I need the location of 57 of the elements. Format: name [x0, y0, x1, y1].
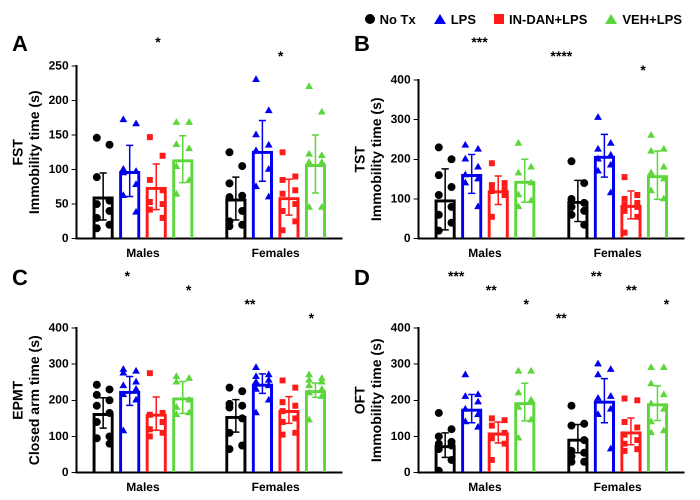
y-tick-label: 50 [55, 196, 69, 210]
y-tick-label: 0 [404, 464, 411, 479]
text: ** [486, 282, 498, 298]
x-tick-label: Females [594, 480, 642, 494]
y-tick-label: 200 [48, 392, 69, 407]
x-tick-label: Females [594, 246, 642, 260]
y-tick-label: 300 [390, 112, 411, 126]
text: * [640, 62, 646, 78]
text: *** [448, 268, 465, 284]
chart-title: B [354, 31, 370, 56]
x-tick-label: Males [468, 480, 502, 494]
text: ** [590, 268, 602, 284]
text: *** [471, 34, 488, 50]
y-tick-label: 150 [48, 127, 69, 142]
y-tick-label: 100 [48, 428, 69, 443]
x-tick-label: Males [468, 246, 502, 260]
text: * [186, 282, 192, 298]
y-tick-label: 100 [390, 428, 411, 443]
x-tick-label: Females [252, 480, 300, 494]
y-tick-label: 100 [390, 191, 411, 206]
y-tick-label: 400 [390, 72, 411, 86]
y-axis-title: TST Immobility time (s) [351, 97, 384, 222]
text: **** [550, 48, 573, 64]
text: * [124, 268, 131, 284]
text: ** [244, 296, 256, 312]
chart-title: C [12, 265, 28, 290]
x-tick-label: Females [252, 246, 300, 260]
chart-title: D [354, 265, 370, 290]
text: ** [626, 282, 638, 298]
y-tick-label: 100 [48, 162, 69, 176]
y-tick-label: 200 [48, 92, 69, 107]
y-tick-label: 300 [390, 356, 411, 370]
legend-label: LPS [450, 12, 476, 26]
text: * [308, 310, 315, 326]
x-tick-label: Males [126, 480, 160, 494]
y-tick-label: 0 [62, 464, 69, 479]
legend-label: No Tx [378, 12, 416, 26]
text: * [524, 296, 530, 312]
text: ** [556, 310, 568, 326]
legend-label: VEH+LPS [621, 12, 682, 26]
y-axis-title: FST Immobility time (s) [9, 90, 42, 214]
y-axis-title: EPMT Closed arm time (s) [9, 335, 42, 466]
text: * [664, 296, 670, 312]
y-tick-label: 250 [48, 58, 69, 72]
y-tick-label: 0 [404, 230, 411, 245]
y-tick-label: 0 [62, 230, 69, 245]
y-tick-label: 400 [390, 320, 411, 334]
text: * [155, 34, 162, 50]
x-tick-label: Males [126, 246, 160, 260]
y-tick-label: 300 [48, 356, 69, 370]
text: * [278, 48, 284, 64]
y-axis-title: OFT Immobility time (s) [351, 338, 384, 462]
y-tick-label: 200 [390, 152, 411, 166]
y-tick-label: 200 [390, 392, 411, 407]
y-tick-label: 400 [48, 320, 69, 334]
legend-label: IN-DAN+LPS [508, 12, 588, 26]
chart-title: A [12, 31, 28, 56]
